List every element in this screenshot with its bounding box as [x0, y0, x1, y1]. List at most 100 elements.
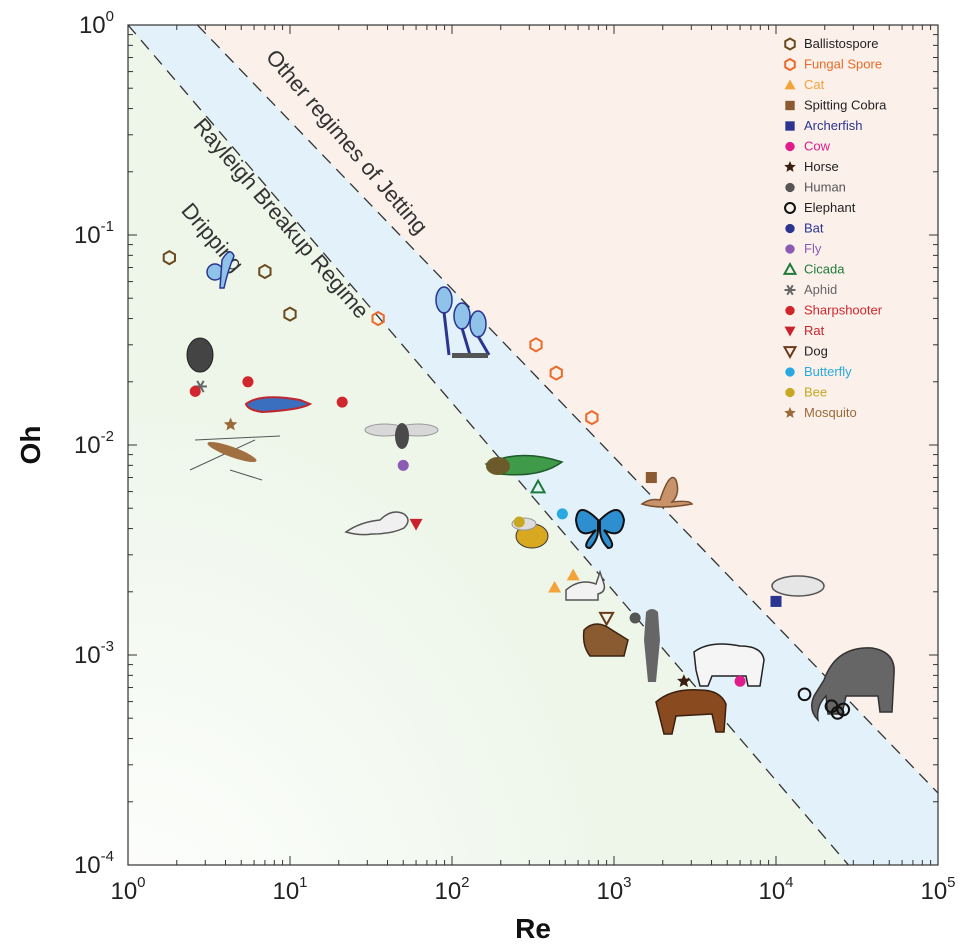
y-axis-title: Oh — [15, 426, 46, 465]
legend-marker-archerfish — [785, 121, 795, 131]
legend: Ballistospore Fungal Spore Cat Spitting Cob… — [782, 36, 887, 420]
fungal-spore-illustration-0 — [435, 286, 453, 314]
point-elephant — [797, 687, 812, 702]
legend-marker-ballistospore — [784, 37, 796, 51]
legend-label: Butterfly — [804, 364, 852, 379]
legend-marker-fungal-spore — [784, 57, 796, 72]
dog-illustration — [582, 623, 629, 657]
point-rat — [409, 518, 423, 531]
human-head — [647, 615, 657, 625]
fungal-spore-stalk-0 — [442, 311, 451, 356]
rat-illustration — [344, 511, 409, 536]
point-cicada — [529, 478, 547, 494]
legend-marker-dog — [782, 346, 798, 360]
legend-label: Cicada — [804, 262, 845, 277]
region-dripping — [128, 25, 849, 865]
x-tick-label: 103 — [596, 874, 631, 905]
boundary-line-1 — [128, 25, 850, 865]
point-fungal-spore — [371, 310, 385, 327]
legend-marker-cat — [784, 79, 796, 90]
butterfly-wing-left — [574, 509, 599, 550]
x-tick-label: 102 — [434, 874, 469, 905]
ballistospore-stalk-illustration — [219, 251, 235, 289]
legend-marker-cicada — [782, 261, 798, 275]
x-tick-label: 101 — [272, 874, 307, 905]
legend-marker-elephant — [784, 202, 796, 214]
data-points — [162, 250, 851, 720]
point-ballistospore — [283, 306, 297, 322]
sharpshooter-illustration — [244, 396, 313, 414]
boundary-line-2 — [196, 25, 938, 794]
x-tick-label: 100 — [110, 874, 145, 905]
fly-body — [395, 423, 409, 449]
archerfish-illustration — [771, 575, 825, 597]
fungal-spore-base — [452, 353, 488, 358]
point-mosquito — [223, 417, 238, 431]
point-ballistospore — [162, 250, 176, 266]
cat-illustration — [565, 569, 606, 601]
point-fungal-spore — [529, 337, 543, 353]
mosquito-leg-2 — [189, 439, 256, 471]
legend-marker-rat — [784, 326, 796, 337]
legend-label: Cat — [804, 77, 825, 92]
point-ballistospore — [258, 263, 272, 280]
legend-marker-sharpshooter — [785, 305, 795, 316]
point-sharpshooter — [189, 385, 201, 397]
butterfly-wing-right — [599, 509, 626, 550]
legend-label: Horse — [804, 159, 839, 174]
x-tick-label: 104 — [758, 874, 793, 905]
legend-label: Ballistospore — [804, 36, 878, 51]
point-elephant — [836, 702, 851, 717]
legend-marker-aphid — [784, 284, 796, 296]
legend-label: Spitting Cobra — [804, 98, 887, 113]
legend-label: Rat — [804, 323, 825, 338]
y-tick-label: 10-4 — [74, 848, 114, 879]
legend-label: Elephant — [804, 200, 856, 215]
fungal-spore-stalk-1 — [460, 327, 472, 356]
aphid-illustration — [186, 337, 214, 373]
legend-label: Fungal Spore — [804, 57, 882, 72]
horse-illustration — [655, 689, 727, 735]
regime-boundaries — [128, 25, 938, 865]
y-tick-label: 100 — [79, 8, 114, 39]
mosquito-leg-1 — [194, 435, 281, 441]
legend-marker-human — [785, 182, 795, 193]
y-tick-label: 10-1 — [74, 218, 114, 249]
x-axis-title: Re — [515, 913, 551, 944]
asterisk-stroke — [786, 284, 794, 296]
point-sharpshooter — [336, 396, 348, 408]
legend-label: Bee — [804, 385, 827, 400]
human-illustration — [644, 609, 660, 682]
point-cat — [548, 580, 562, 593]
cow-illustration — [693, 643, 765, 687]
point-sharpshooter — [242, 376, 254, 388]
legend-label: Human — [804, 180, 846, 195]
legend-marker-butterfly — [785, 367, 795, 377]
legend-marker-spitting-cobra — [785, 100, 795, 111]
legend-label: Fly — [804, 241, 822, 256]
point-fungal-spore — [549, 365, 563, 381]
point-spitting-cobra — [645, 472, 657, 484]
point-archerfish — [770, 595, 782, 607]
cicada-head — [486, 457, 510, 475]
legend-label: Sharpshooter — [804, 303, 883, 318]
elephant-illustration — [811, 647, 895, 723]
point-dog — [598, 611, 615, 627]
point-butterfly — [556, 508, 568, 520]
mosquito-leg-3 — [229, 469, 263, 481]
mosquito-body — [207, 441, 257, 463]
point-human — [629, 612, 641, 624]
y-tick-label: 10-2 — [74, 428, 114, 459]
x-tick-label: 105 — [920, 874, 955, 905]
legend-marker-bee — [785, 387, 795, 398]
legend-label: Cow — [804, 139, 831, 154]
point-fly — [397, 459, 409, 471]
fungal-spore-illustration-2 — [469, 310, 487, 338]
point-fungal-spore — [585, 409, 599, 426]
fungal-spore-stalk-2 — [476, 335, 491, 356]
legend-label: Dog — [804, 344, 828, 359]
point-cow — [734, 675, 746, 687]
legend-marker-horse — [784, 160, 796, 172]
axis-ticks — [127, 24, 939, 866]
